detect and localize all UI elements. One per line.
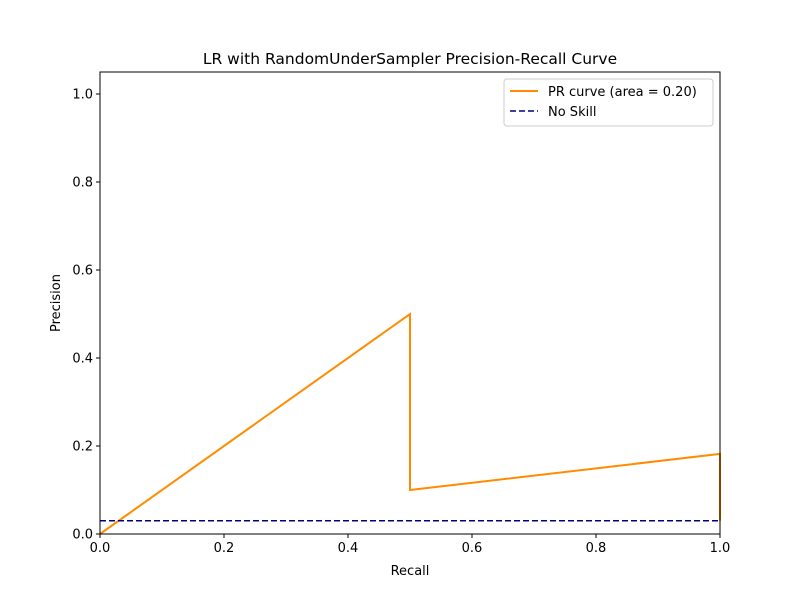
legend-label-pr-curve: PR curve (area = 0.20) bbox=[548, 85, 697, 100]
x-tick-label: 0.6 bbox=[462, 541, 483, 556]
legend: PR curve (area = 0.20) No Skill bbox=[503, 78, 714, 127]
x-axis-label: Recall bbox=[391, 564, 430, 579]
plot-frame bbox=[99, 71, 721, 535]
legend-label-no-skill: No Skill bbox=[548, 105, 596, 120]
y-tick-label: 0.4 bbox=[72, 352, 93, 367]
x-tick-label: 0.2 bbox=[214, 541, 235, 556]
y-axis-label: Precision bbox=[49, 274, 64, 332]
y-tick-label: 0.8 bbox=[72, 176, 93, 191]
y-tick-label: 0.2 bbox=[72, 440, 93, 455]
legend-box bbox=[503, 78, 714, 127]
y-tick-label: 1.0 bbox=[72, 88, 93, 103]
chart-title: LR with RandomUnderSampler Precision-Rec… bbox=[203, 50, 617, 68]
x-tick-label: 1.0 bbox=[710, 541, 731, 556]
y-axis-ticks: 0.0 0.2 0.4 0.6 0.8 1.0 bbox=[72, 88, 100, 543]
x-axis-ticks: 0.0 0.2 0.4 0.6 0.8 1.0 bbox=[90, 534, 731, 556]
x-tick-label: 0.0 bbox=[90, 541, 111, 556]
y-tick-label: 0.0 bbox=[72, 528, 93, 543]
y-tick-label: 0.6 bbox=[72, 264, 93, 279]
x-tick-label: 0.8 bbox=[586, 541, 607, 556]
x-tick-label: 0.4 bbox=[338, 541, 359, 556]
